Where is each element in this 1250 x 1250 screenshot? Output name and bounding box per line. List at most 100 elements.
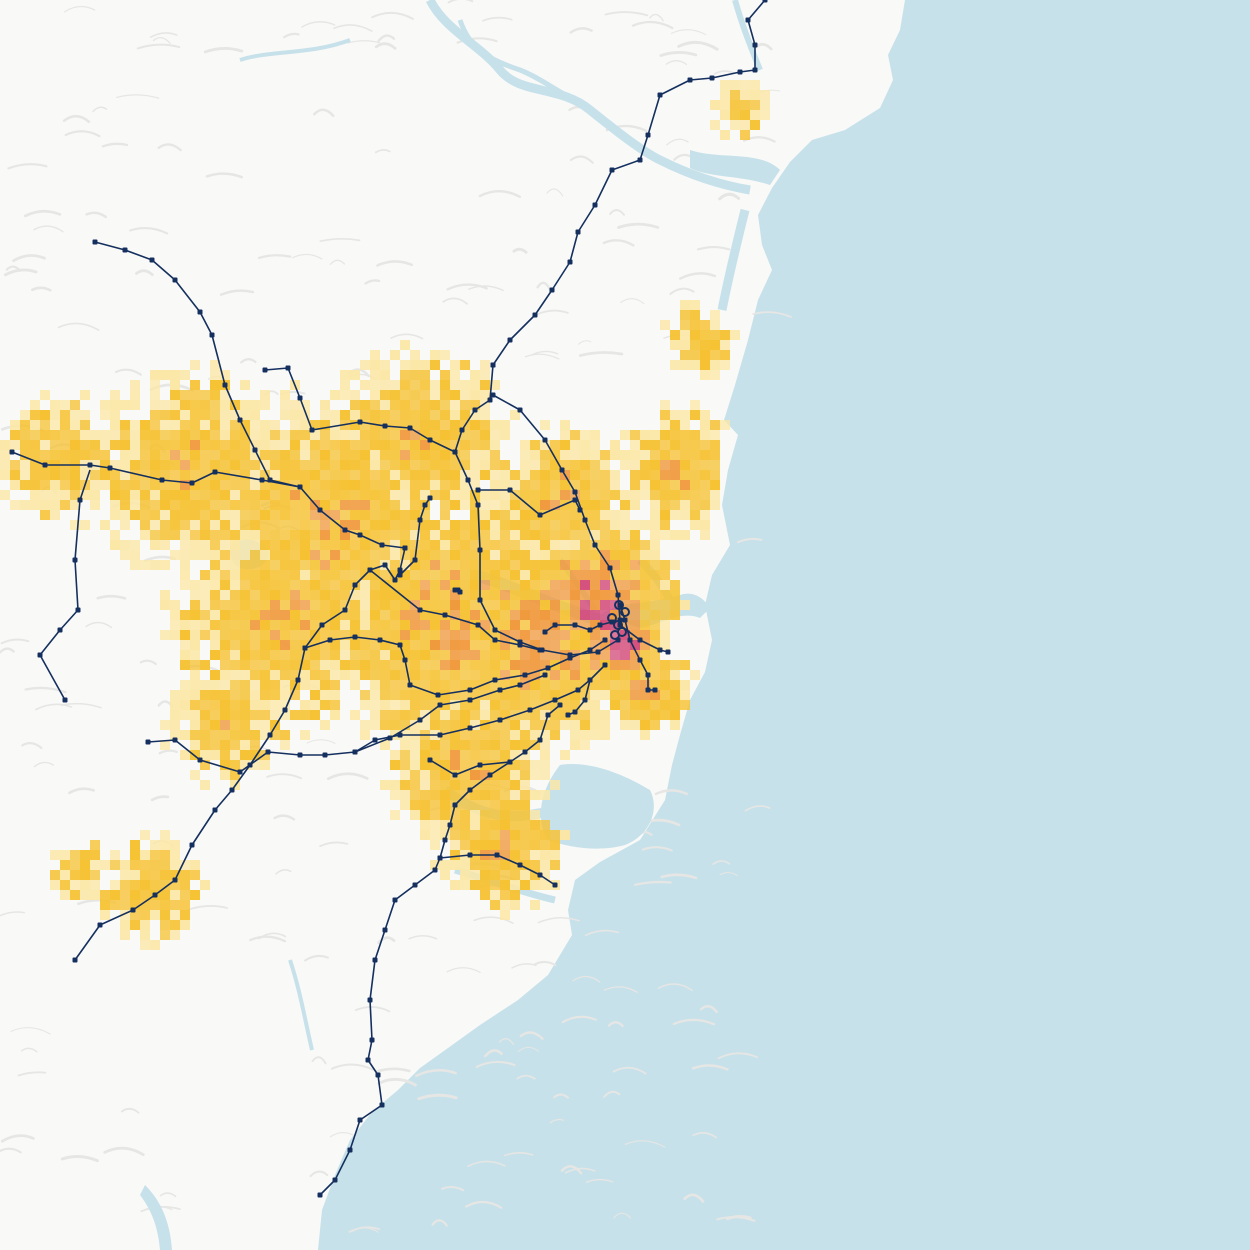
station-marker[interactable] bbox=[372, 737, 378, 743]
station-marker[interactable] bbox=[587, 627, 593, 633]
station-marker[interactable] bbox=[492, 637, 498, 643]
station-marker[interactable] bbox=[197, 757, 203, 763]
station-marker[interactable] bbox=[447, 822, 453, 828]
station-marker[interactable] bbox=[465, 477, 471, 483]
station-marker[interactable] bbox=[537, 872, 543, 878]
station-marker[interactable] bbox=[545, 665, 551, 671]
station-marker[interactable] bbox=[412, 882, 418, 888]
station-marker[interactable] bbox=[637, 657, 643, 663]
station-marker[interactable] bbox=[627, 637, 633, 643]
station-marker[interactable] bbox=[297, 395, 303, 401]
station-marker[interactable] bbox=[752, 67, 758, 73]
station-marker[interactable] bbox=[342, 607, 348, 613]
station-marker[interactable] bbox=[602, 662, 608, 668]
station-marker[interactable] bbox=[57, 627, 63, 633]
station-marker[interactable] bbox=[392, 577, 398, 583]
station-marker[interactable] bbox=[397, 567, 403, 573]
station-marker[interactable] bbox=[552, 882, 558, 888]
station-marker[interactable] bbox=[297, 484, 303, 490]
station-marker[interactable] bbox=[537, 737, 543, 743]
station-marker[interactable] bbox=[552, 622, 558, 628]
station-marker[interactable] bbox=[490, 392, 496, 398]
station-marker[interactable] bbox=[565, 712, 571, 718]
station-marker[interactable] bbox=[475, 487, 481, 493]
station-marker[interactable] bbox=[145, 739, 151, 745]
station-marker[interactable] bbox=[459, 427, 465, 433]
station-marker[interactable] bbox=[375, 1072, 381, 1078]
station-marker[interactable] bbox=[402, 545, 408, 551]
station-marker[interactable] bbox=[367, 997, 373, 1003]
station-marker[interactable] bbox=[492, 627, 498, 633]
station-marker[interactable] bbox=[587, 647, 593, 653]
station-marker[interactable] bbox=[602, 637, 608, 643]
station-marker[interactable] bbox=[172, 877, 178, 883]
station-marker[interactable] bbox=[417, 517, 423, 523]
station-marker[interactable] bbox=[477, 597, 483, 603]
station-marker[interactable] bbox=[494, 852, 500, 858]
station-marker[interactable] bbox=[592, 202, 598, 208]
station-marker[interactable] bbox=[357, 419, 363, 425]
station-marker[interactable] bbox=[542, 629, 548, 635]
station-marker[interactable] bbox=[517, 407, 523, 413]
station-marker[interactable] bbox=[407, 682, 413, 688]
station-marker[interactable] bbox=[452, 802, 458, 808]
station-marker[interactable] bbox=[517, 862, 523, 868]
station-marker[interactable] bbox=[467, 852, 473, 858]
station-marker[interactable] bbox=[467, 697, 473, 703]
station-marker[interactable] bbox=[452, 772, 458, 778]
station-marker[interactable] bbox=[417, 717, 423, 723]
station-marker[interactable] bbox=[427, 437, 433, 443]
station-marker[interactable] bbox=[209, 332, 215, 338]
station-marker[interactable] bbox=[645, 132, 651, 138]
station-marker[interactable] bbox=[252, 447, 258, 453]
station-marker[interactable] bbox=[475, 502, 481, 508]
station-marker[interactable] bbox=[379, 542, 385, 548]
station-marker[interactable] bbox=[487, 772, 493, 778]
station-marker[interactable] bbox=[197, 309, 203, 315]
station-marker[interactable] bbox=[9, 449, 15, 455]
station-marker[interactable] bbox=[507, 487, 513, 493]
station-marker[interactable] bbox=[467, 725, 473, 731]
station-marker[interactable] bbox=[582, 517, 588, 523]
station-marker[interactable] bbox=[342, 527, 348, 533]
station-marker[interactable] bbox=[687, 77, 693, 83]
station-marker[interactable] bbox=[377, 637, 383, 643]
station-marker[interactable] bbox=[427, 757, 433, 763]
station-marker[interactable] bbox=[437, 855, 443, 861]
station-marker[interactable] bbox=[432, 867, 438, 873]
station-marker[interactable] bbox=[452, 449, 458, 455]
cbd-station-marker[interactable] bbox=[620, 607, 630, 617]
station-marker[interactable] bbox=[657, 647, 663, 653]
station-marker[interactable] bbox=[537, 512, 543, 518]
station-marker[interactable] bbox=[417, 607, 423, 613]
station-marker[interactable] bbox=[477, 547, 483, 553]
station-marker[interactable] bbox=[352, 634, 358, 640]
station-marker[interactable] bbox=[369, 1037, 375, 1043]
station-marker[interactable] bbox=[212, 469, 218, 475]
station-marker[interactable] bbox=[392, 897, 398, 903]
station-marker[interactable] bbox=[87, 462, 93, 468]
station-marker[interactable] bbox=[517, 642, 523, 648]
station-marker[interactable] bbox=[572, 709, 578, 715]
cbd-station-marker[interactable] bbox=[610, 630, 620, 640]
station-marker[interactable] bbox=[607, 565, 613, 571]
station-marker[interactable] bbox=[365, 1057, 371, 1063]
station-marker[interactable] bbox=[347, 1147, 353, 1153]
station-marker[interactable] bbox=[587, 677, 593, 683]
station-marker[interactable] bbox=[549, 287, 555, 293]
station-marker[interactable] bbox=[595, 649, 601, 655]
station-marker[interactable] bbox=[352, 749, 358, 755]
station-marker[interactable] bbox=[107, 465, 113, 471]
station-marker[interactable] bbox=[72, 957, 78, 963]
station-marker[interactable] bbox=[357, 532, 363, 538]
station-marker[interactable] bbox=[559, 467, 565, 473]
station-marker[interactable] bbox=[267, 732, 273, 738]
station-marker[interactable] bbox=[379, 1102, 385, 1108]
station-marker[interactable] bbox=[657, 92, 663, 98]
station-marker[interactable] bbox=[437, 732, 443, 738]
station-marker[interactable] bbox=[317, 1192, 323, 1198]
station-marker[interactable] bbox=[475, 622, 481, 628]
station-marker[interactable] bbox=[262, 367, 268, 373]
station-marker[interactable] bbox=[297, 752, 303, 758]
station-marker[interactable] bbox=[382, 562, 388, 568]
